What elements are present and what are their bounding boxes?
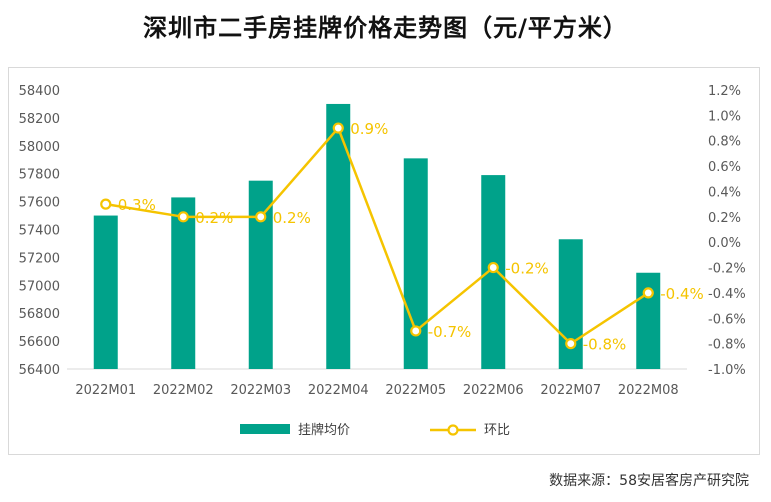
mom-point-2022M05 (410, 325, 422, 337)
y-right-tick-label: 0.4% (708, 185, 741, 200)
y-left-tick-label: 58000 (19, 140, 60, 155)
mom-data-label: -0.2% (505, 260, 549, 278)
y-left-tick-label: 57400 (19, 224, 60, 239)
x-tick-label: 2022M07 (540, 383, 601, 398)
bar-2022M04 (326, 103, 351, 369)
y-left-tick-label: 57800 (19, 168, 60, 183)
chart-title: 深圳市二手房挂牌价格走势图（元/平方米） (143, 14, 628, 42)
x-tick-label: 2022M06 (463, 383, 524, 398)
y-left-tick-label: 57000 (19, 279, 60, 294)
mom-data-label: -0.7% (428, 323, 472, 341)
y-right-tick-label: -0.4% (708, 287, 746, 302)
legend-bar-swatch (240, 424, 290, 434)
legend-bar-label: 挂牌均价 (298, 422, 350, 438)
mom-data-label: -0.4% (660, 285, 704, 303)
mom-data-label: 0.2% (273, 209, 311, 227)
y-left-tick-label: 58200 (19, 112, 60, 127)
mom-point-2022M01 (100, 198, 112, 210)
y-right-tick-label: -0.8% (708, 338, 746, 353)
bar-2022M05 (403, 158, 428, 369)
mom-line (105, 126, 649, 345)
y-left-tick-label: 57200 (19, 251, 60, 266)
x-tick-label: 2022M02 (153, 383, 214, 398)
mom-point-2022M03 (255, 211, 267, 223)
mom-point-2022M02 (177, 211, 189, 223)
chart-frame (8, 67, 760, 455)
y-right-tick-label: -0.6% (708, 312, 746, 327)
x-tick-label: 2022M08 (618, 383, 679, 398)
y-left-tick-label: 56800 (19, 307, 60, 322)
legend-line-label: 环比 (484, 423, 510, 438)
x-tick-label: 2022M05 (385, 383, 446, 398)
x-tick-label: 2022M03 (230, 383, 291, 398)
y-right-tick-label: 1.2% (708, 84, 741, 99)
y-left-tick-label: 58400 (19, 84, 60, 99)
bar-2022M02 (171, 197, 196, 369)
y-right-tick-label: 1.0% (708, 109, 741, 124)
bar-2022M01 (93, 215, 118, 369)
y-right-tick-label: 0.6% (708, 160, 741, 175)
bar-2022M07 (558, 239, 583, 369)
mom-point-2022M04 (332, 122, 344, 134)
y-right-tick-label: 0.2% (708, 211, 741, 226)
mom-data-label: -0.8% (583, 336, 627, 354)
mom-data-label: 0.3% (118, 196, 156, 214)
y-right-tick-label: 0.0% (708, 236, 741, 251)
x-tick-label: 2022M04 (308, 383, 369, 398)
y-right-tick-label: -0.2% (708, 262, 746, 277)
y-left-tick-label: 57600 (19, 196, 60, 211)
y-right-tick-label: 0.8% (708, 135, 741, 150)
data-source-note: 数据来源：58安居客房产研究院 (549, 473, 749, 489)
mom-point-2022M06 (487, 261, 499, 274)
legend-line-marker (447, 424, 459, 436)
mom-data-label: 0.9% (350, 120, 388, 138)
y-left-tick-label: 56600 (19, 335, 60, 350)
y-left-tick-label: 56400 (19, 363, 60, 378)
y-right-tick-label: -1.0% (708, 363, 746, 378)
mom-point-2022M08 (642, 287, 654, 299)
x-tick-label: 2022M01 (75, 383, 136, 398)
bar-2022M08 (636, 272, 661, 369)
mom-point-2022M07 (565, 338, 577, 350)
mom-data-label: 0.2% (195, 209, 233, 227)
